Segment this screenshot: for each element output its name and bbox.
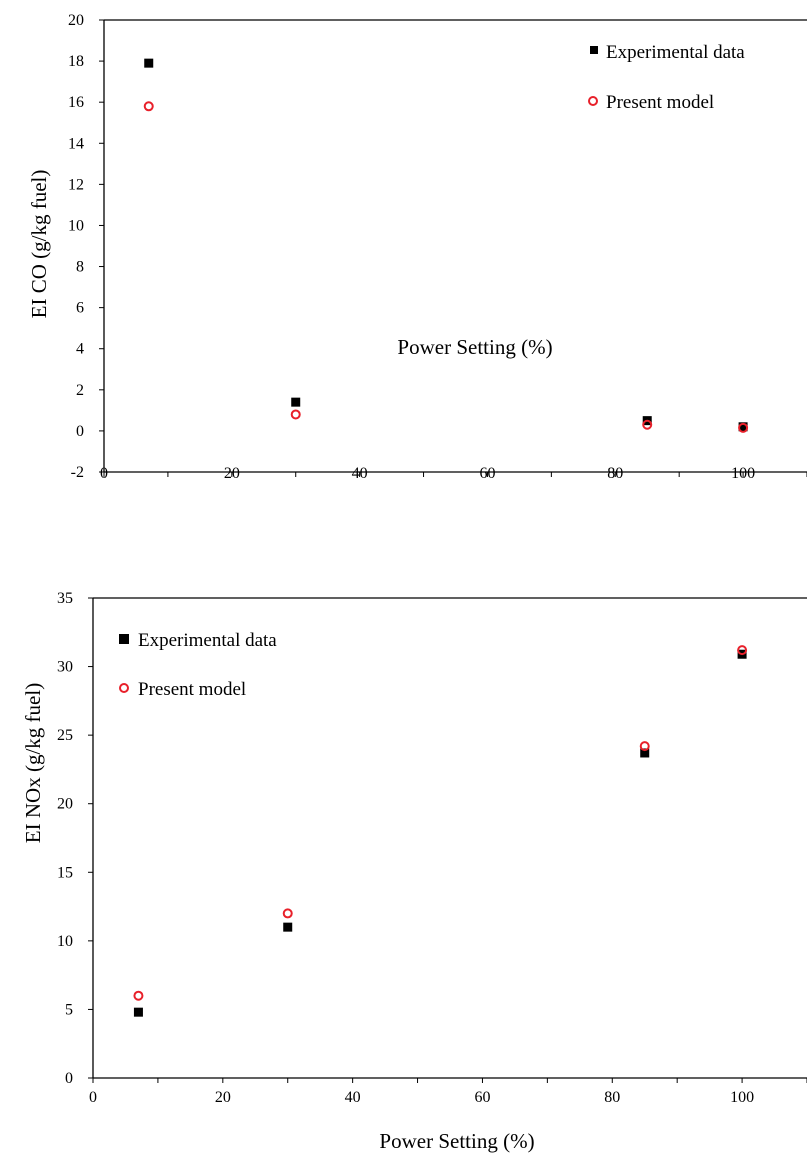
nox-y-tick-label: 0 [65,1070,73,1087]
nox-legend-label-experimental: Experimental data [138,630,277,651]
co-y-ticks: -2 0 2 4 6 8 10 12 14 16 18 20 [68,12,104,481]
co-y-tick-label: 6 [76,300,84,317]
nox-y-tick-label: 30 [57,659,73,676]
nox-x-tick-label: 20 [215,1089,231,1106]
nox-point-model [133,990,144,1001]
nox-point-experimental [283,922,293,932]
co-point-model [290,409,301,420]
co-point-experimental [738,422,748,432]
co-y-tick-label: -2 [71,464,84,481]
co-point-experimental [291,397,301,407]
co-axes [103,19,807,473]
co-y-axis-label: EI CO (g/kg fuel) [27,170,51,319]
co-x-tick-label: 0 [100,465,108,482]
co-x-tick-label: 40 [352,465,368,482]
nox-chart: 0 20 40 60 80 100 0 5 10 15 20 25 30 35 Power Settin… [21,590,807,1153]
nox-axes [92,597,807,1079]
nox-y-tick-label: 5 [65,1001,73,1018]
nox-point-model [282,908,293,919]
nox-x-tick-label: 40 [345,1089,361,1106]
nox-legend-marker-experimental [119,634,129,644]
nox-point-model [737,645,748,656]
nox-legend-label-model: Present model [138,679,246,700]
nox-y-tick-label: 15 [57,864,73,881]
nox-x-tick-label: 0 [89,1089,97,1106]
co-point-experimental [144,58,154,68]
nox-point-experimental [133,1007,143,1017]
nox-legend: Experimental data Present model [119,630,277,700]
co-y-tick-label: 10 [68,217,84,234]
co-point-model [738,422,749,433]
co-point-model [642,419,653,430]
co-y-tick-label: 14 [68,135,84,152]
co-legend: Experimental data Present model [588,42,745,113]
co-chart: 0 20 40 60 80 100 -2 0 2 4 6 8 10 12 14 16 18 20 Power S… [27,12,807,482]
co-x-tick-label: 60 [479,465,495,482]
co-y-tick-label: 2 [76,382,84,399]
co-legend-marker-experimental [590,46,598,54]
co-x-ticks: 0 20 40 60 80 100 [100,465,807,482]
nox-y-tick-label: 10 [57,933,73,950]
nox-legend-marker-model [119,683,129,693]
co-x-tick-label: 20 [224,465,240,482]
co-point-model [143,101,154,112]
co-y-tick-label: 8 [76,259,84,276]
co-y-tick-label: 16 [68,94,84,111]
nox-y-axis-label: EI NOx (g/kg fuel) [21,683,45,843]
nox-y-tick-label: 35 [57,590,73,607]
co-y-tick-label: 20 [68,12,84,29]
nox-x-tick-label: 100 [730,1089,754,1106]
nox-x-ticks: 0 20 40 60 80 100 [89,1078,807,1106]
nox-y-tick-label: 20 [57,796,73,813]
co-y-tick-label: 4 [76,341,84,358]
nox-x-tick-label: 80 [604,1089,620,1106]
nox-x-tick-label: 60 [474,1089,490,1106]
co-x-tick-label: 80 [607,465,623,482]
nox-points [133,645,748,1017]
co-x-tick-label: 100 [731,465,755,482]
co-points [143,58,749,433]
co-y-tick-label: 12 [68,176,84,193]
nox-point-experimental [640,748,650,758]
co-y-tick-label: 18 [68,53,84,70]
nox-y-ticks: 0 5 10 15 20 25 30 35 [57,590,93,1087]
co-y-tick-label: 0 [76,423,84,440]
co-legend-marker-model [588,96,598,106]
co-legend-label-experimental: Experimental data [606,42,745,63]
nox-x-axis-label: Power Setting (%) [379,1129,534,1153]
co-x-axis-label: Power Setting (%) [397,335,552,359]
co-legend-label-model: Present model [606,92,714,113]
nox-y-tick-label: 25 [57,727,73,744]
nox-point-model [639,741,650,752]
